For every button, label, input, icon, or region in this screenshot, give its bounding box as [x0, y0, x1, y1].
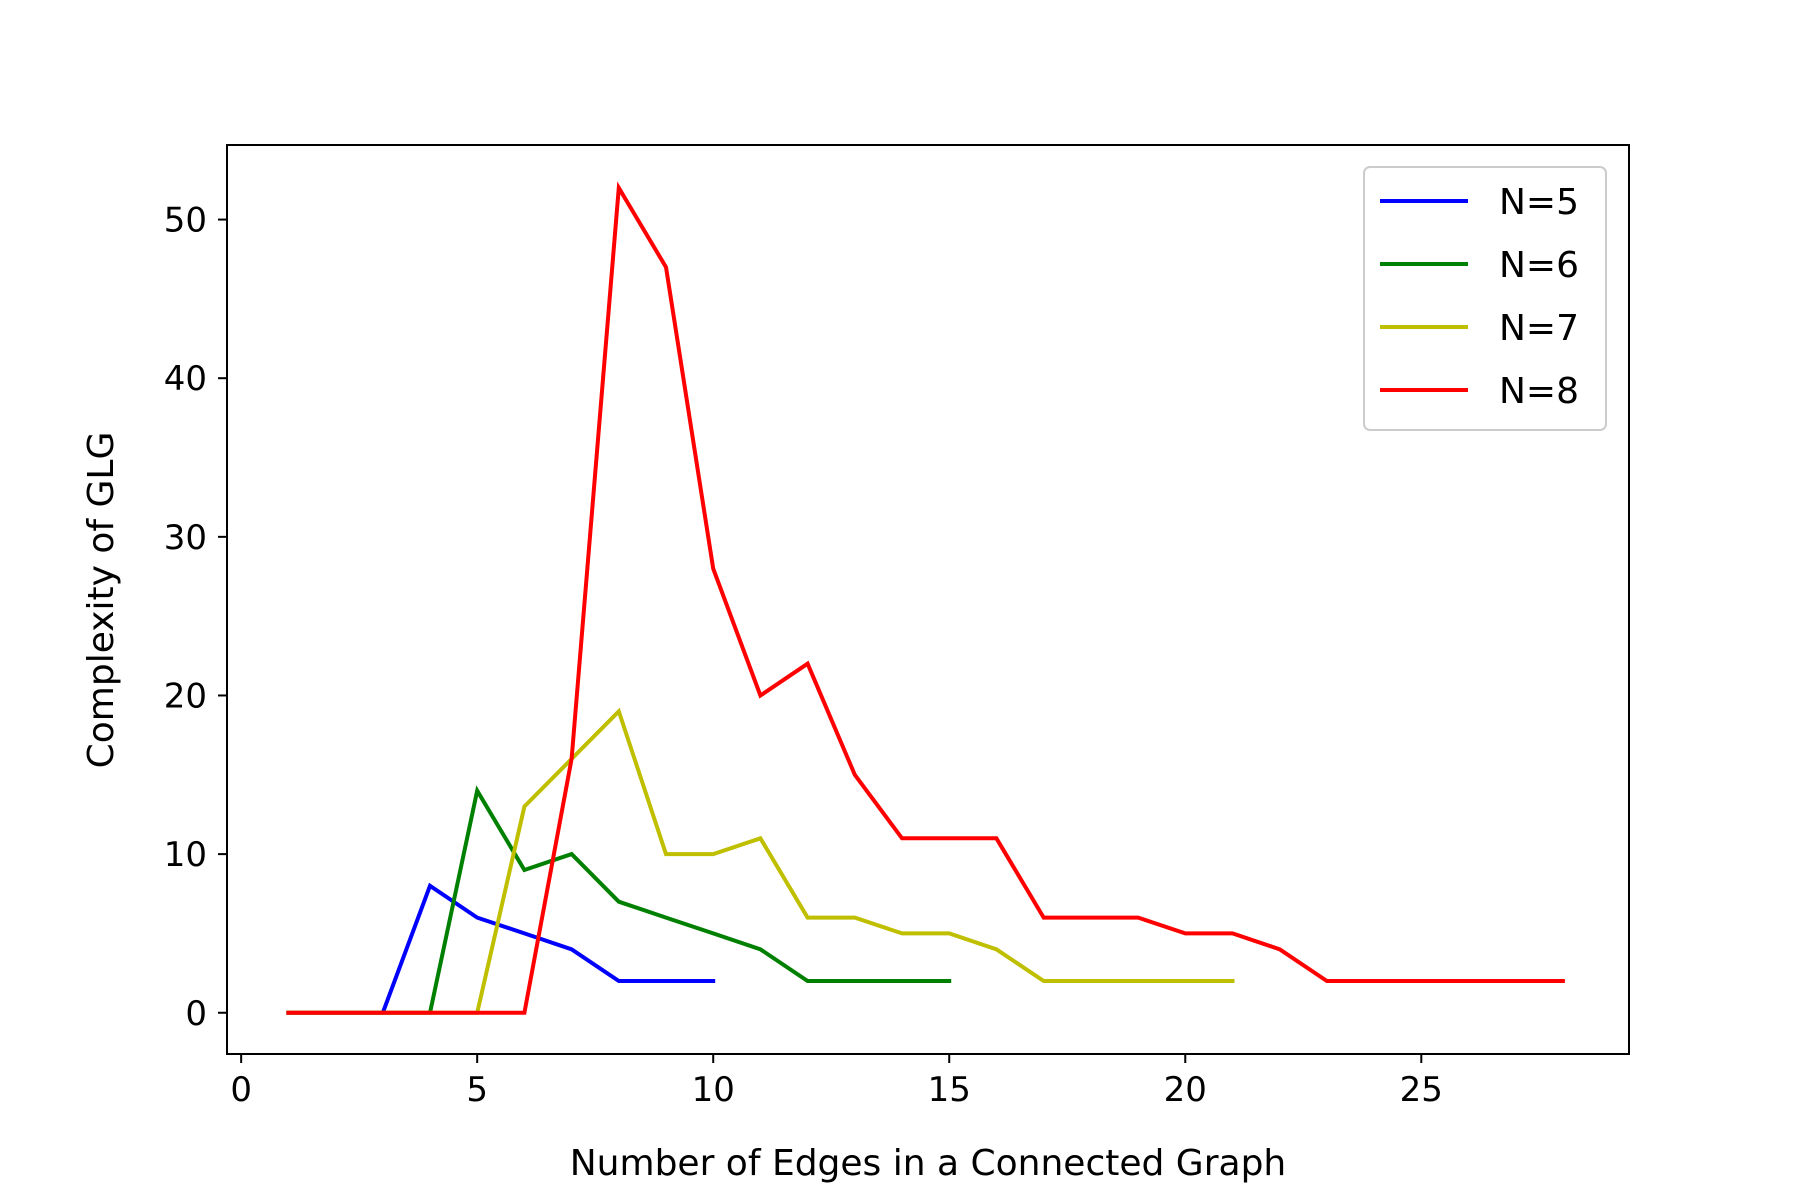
legend-label-4: N=8	[1499, 371, 1579, 412]
y-tick-label: 30	[164, 518, 207, 558]
legend-label-3: N=7	[1499, 308, 1579, 349]
y-tick-label: 0	[185, 994, 207, 1034]
legend: N=5 N=6 N=7 N=8	[1363, 166, 1607, 431]
legend-label-2: N=6	[1499, 245, 1579, 286]
x-tick-label: 0	[230, 1070, 252, 1110]
x-axis-ticks: 0 5 10 15 20 25	[230, 1054, 1443, 1110]
y-axis-ticks: 0 10 20 30 40 50	[164, 201, 227, 1034]
y-tick-label: 10	[164, 835, 207, 875]
plot-series	[286, 181, 1565, 1015]
x-tick-label: 10	[692, 1070, 735, 1110]
legend-frame	[1363, 166, 1607, 431]
x-tick-label: 20	[1164, 1070, 1207, 1110]
legend-label-1: N=5	[1499, 182, 1579, 223]
x-tick-label: 25	[1400, 1070, 1443, 1110]
x-axis-label: Number of Edges in a Connected Graph	[570, 1143, 1286, 1184]
plot-frame	[226, 144, 1630, 1055]
legend-entries: N=5 N=6 N=7 N=8	[1380, 182, 1579, 412]
y-tick-label: 40	[164, 359, 207, 399]
y-tick-label: 20	[164, 676, 207, 716]
x-tick-label: 15	[928, 1070, 971, 1110]
x-tick-label: 5	[466, 1070, 488, 1110]
series-line-4	[286, 181, 1565, 1015]
y-tick-label: 50	[164, 201, 207, 241]
y-axis-label: Complexity of GLG	[81, 432, 122, 769]
